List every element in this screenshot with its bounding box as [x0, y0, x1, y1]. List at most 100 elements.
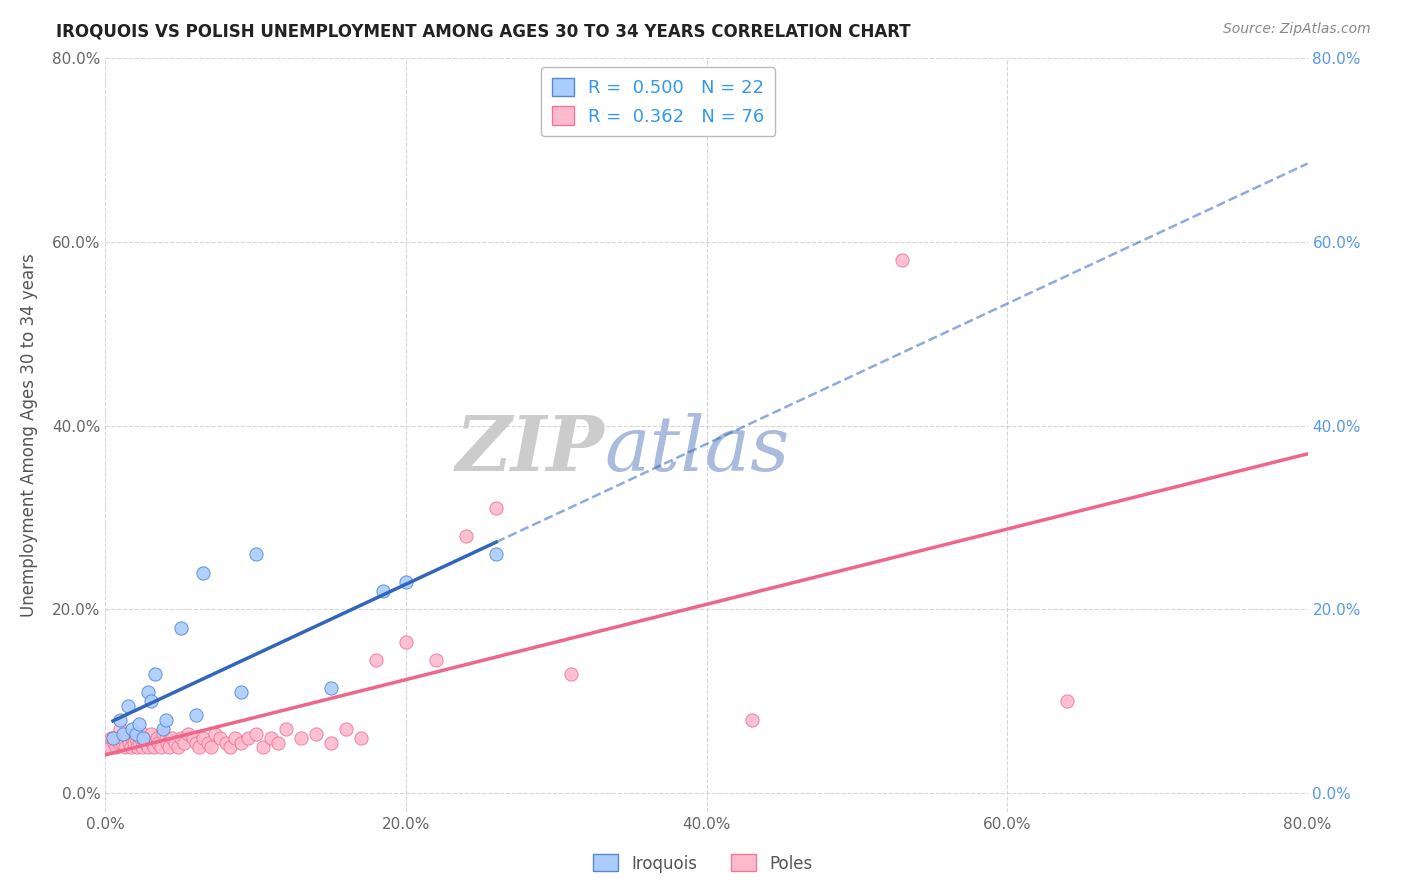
Point	[177, 726, 200, 740]
Point	[112, 726, 135, 740]
Point	[146, 736, 169, 750]
Point	[319, 736, 342, 750]
Point	[122, 736, 145, 750]
Point	[97, 736, 120, 750]
Point	[157, 740, 180, 755]
Point	[152, 726, 174, 740]
Point	[187, 740, 209, 755]
Point	[135, 731, 157, 746]
Point	[560, 666, 582, 681]
Point	[169, 621, 191, 635]
Point	[200, 740, 222, 755]
Point	[108, 736, 131, 750]
Point	[125, 740, 148, 755]
Text: Source: ZipAtlas.com: Source: ZipAtlas.com	[1223, 22, 1371, 37]
Point	[101, 731, 124, 746]
Point	[485, 547, 508, 561]
Point	[224, 731, 246, 746]
Point	[245, 726, 267, 740]
Point	[101, 731, 124, 746]
Point	[191, 566, 214, 580]
Point	[214, 736, 236, 750]
Point	[245, 547, 267, 561]
Legend: R =  0.500   N = 22, R =  0.362   N = 76: R = 0.500 N = 22, R = 0.362 N = 76	[541, 67, 775, 136]
Point	[155, 731, 177, 746]
Point	[136, 685, 159, 699]
Point	[173, 736, 195, 750]
Point	[290, 731, 312, 746]
Point	[115, 726, 138, 740]
Point	[141, 736, 163, 750]
Point	[98, 740, 121, 755]
Point	[121, 731, 143, 746]
Point	[274, 722, 297, 736]
Text: atlas: atlas	[605, 413, 790, 487]
Point	[395, 634, 418, 648]
Point	[160, 731, 183, 746]
Text: ZIP: ZIP	[456, 413, 605, 487]
Point	[128, 736, 150, 750]
Point	[142, 740, 165, 755]
Point	[395, 574, 418, 589]
Point	[252, 740, 274, 755]
Point	[129, 731, 152, 746]
Point	[100, 731, 122, 746]
Point	[454, 529, 477, 543]
Point	[197, 736, 219, 750]
Point	[229, 685, 252, 699]
Point	[132, 731, 155, 746]
Point	[131, 740, 153, 755]
Point	[156, 736, 179, 750]
Point	[425, 653, 447, 667]
Point	[124, 731, 146, 746]
Point	[117, 731, 139, 746]
Point	[319, 681, 342, 695]
Point	[267, 736, 290, 750]
Point	[134, 736, 156, 750]
Point	[219, 740, 242, 755]
Point	[485, 501, 508, 516]
Point	[166, 740, 188, 755]
Point	[139, 694, 162, 708]
Point	[184, 736, 207, 750]
Point	[112, 731, 135, 746]
Point	[181, 731, 204, 746]
Point	[103, 736, 125, 750]
Point	[104, 740, 127, 755]
Point	[132, 726, 155, 740]
Point	[117, 698, 139, 713]
Point	[114, 740, 136, 755]
Point	[128, 717, 150, 731]
Point	[150, 740, 173, 755]
Point	[120, 740, 142, 755]
Point	[143, 666, 166, 681]
Point	[204, 726, 226, 740]
Point	[121, 722, 143, 736]
Point	[191, 731, 214, 746]
Point	[118, 736, 141, 750]
Point	[238, 731, 260, 746]
Point	[163, 736, 186, 750]
Point	[110, 722, 132, 736]
Text: IROQUOIS VS POLISH UNEMPLOYMENT AMONG AGES 30 TO 34 YEARS CORRELATION CHART: IROQUOIS VS POLISH UNEMPLOYMENT AMONG AG…	[56, 22, 911, 40]
Point	[741, 713, 763, 727]
Point	[110, 731, 132, 746]
Point	[229, 736, 252, 750]
Point	[110, 713, 132, 727]
Point	[1056, 694, 1078, 708]
Point	[305, 726, 328, 740]
Point	[124, 726, 146, 740]
Point	[364, 653, 387, 667]
Point	[373, 584, 395, 599]
Point	[169, 731, 191, 746]
Point	[350, 731, 373, 746]
Legend: Iroquois, Poles: Iroquois, Poles	[586, 847, 820, 880]
Point	[136, 740, 159, 755]
Point	[111, 736, 134, 750]
Point	[890, 253, 912, 268]
Point	[335, 722, 357, 736]
Point	[260, 731, 283, 746]
Point	[155, 713, 177, 727]
Point	[184, 708, 207, 723]
Point	[145, 731, 167, 746]
